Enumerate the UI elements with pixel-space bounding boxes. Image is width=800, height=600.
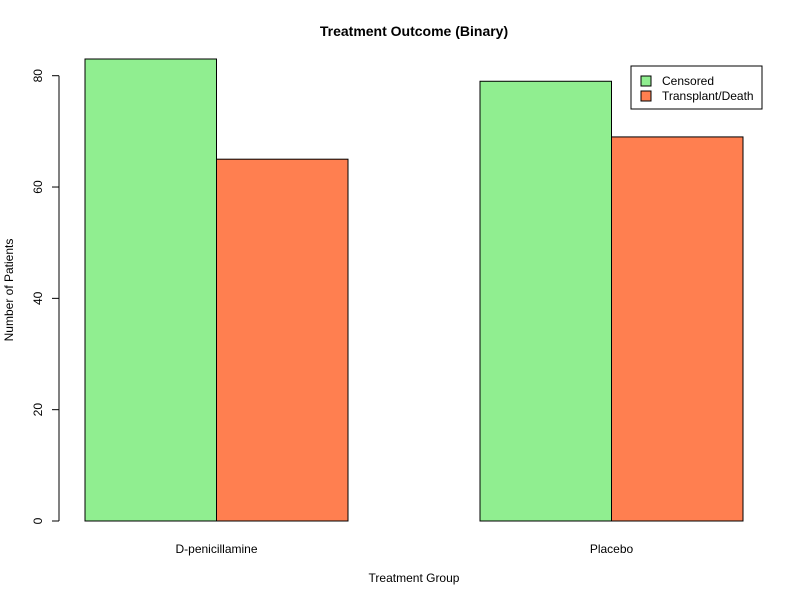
bar-d-penicillamine-censored: [84, 58, 217, 522]
chart-title: Treatment Outcome (Binary): [320, 23, 508, 39]
legend-box: [630, 65, 763, 110]
bars-group: [84, 58, 744, 522]
y-tick-label: 0: [31, 517, 45, 524]
y-axis-label: Number of Patients: [2, 239, 16, 342]
legend-swatch: [640, 75, 652, 87]
y-tick-label: 40: [31, 291, 45, 305]
x-tick-label: D-penicillamine: [175, 542, 257, 556]
x-tick-label: Placebo: [590, 542, 634, 556]
bar-d-penicillamine-transplant-death: [216, 158, 349, 522]
y-tick-label: 80: [31, 69, 45, 83]
bar-placebo-transplant-death: [611, 136, 744, 522]
y-tick-label: 20: [31, 403, 45, 417]
legend-swatch: [640, 90, 652, 102]
bar-placebo-censored: [479, 80, 612, 522]
x-tick-labels: D-penicillamine Placebo: [175, 542, 633, 556]
y-axis: 0 20 40 60 80: [31, 69, 60, 524]
legend-label: Censored: [662, 74, 714, 88]
x-axis-label: Treatment Group: [369, 571, 460, 585]
y-tick-label: 60: [31, 180, 45, 194]
legend-label: Transplant/Death: [662, 89, 754, 103]
